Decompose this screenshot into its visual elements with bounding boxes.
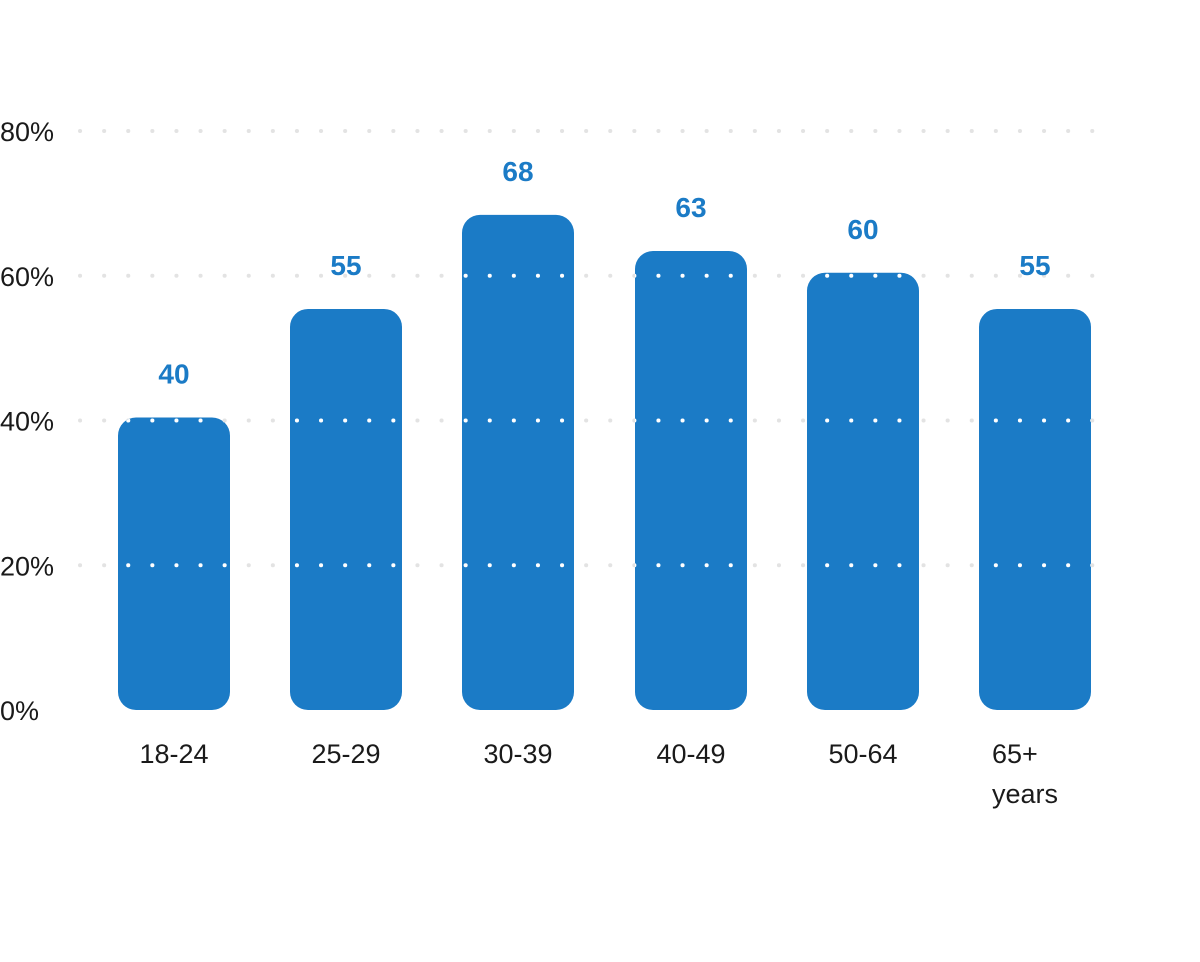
value-label: 68 (502, 156, 533, 187)
grid-lines-over-bars (118, 273, 1091, 568)
y-tick-label: 0% (0, 696, 39, 726)
y-axis-tick-labels: 0% 20% 40% 60% 80% (0, 117, 54, 726)
category-label: 30-39 (483, 739, 552, 769)
category-label: 18-24 (139, 739, 208, 769)
y-tick-label: 60% (0, 262, 54, 292)
bar-25-29 (290, 308, 402, 710)
bar-40-49 (635, 251, 747, 710)
grid-lines (78, 129, 1097, 568)
value-label: 63 (675, 192, 706, 223)
y-tick-label: 40% (0, 407, 54, 437)
bar-30-39 (462, 214, 574, 710)
value-label: 60 (847, 214, 878, 245)
value-label: 40 (158, 359, 189, 390)
y-tick-label: 20% (0, 551, 54, 581)
value-labels: 40 55 68 63 60 55 (158, 156, 1050, 390)
bar-18-24 (118, 417, 230, 710)
category-label: 50-64 (828, 739, 897, 769)
bars (118, 214, 1091, 710)
category-label: 65+ years (992, 739, 1058, 809)
x-axis-category-labels: 18-24 25-29 30-39 40-49 50-64 65+ years (139, 739, 1058, 809)
category-label: 25-29 (311, 739, 380, 769)
y-tick-label: 80% (0, 117, 54, 147)
category-label: 40-49 (656, 739, 725, 769)
value-label: 55 (330, 250, 361, 281)
bar-50-64 (807, 272, 919, 710)
bar-65-years (979, 308, 1091, 710)
value-label: 55 (1019, 250, 1050, 281)
